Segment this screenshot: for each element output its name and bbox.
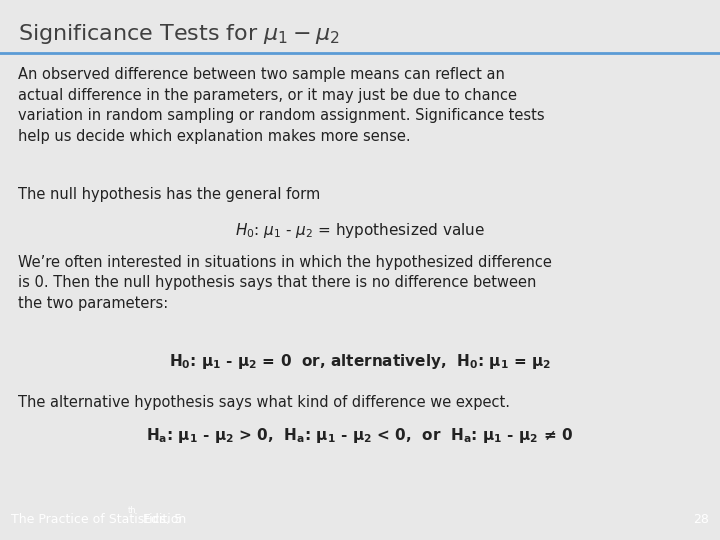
Text: $\mathbf{H_0}$: $\mathbf{\mu_1}$ - $\mathbf{\mu_2}$ = 0  or, alternatively,  $\m: $\mathbf{H_0}$: $\mathbf{\mu_1}$ - $\mat… xyxy=(168,352,552,371)
Text: th: th xyxy=(128,507,137,515)
Text: The null hypothesis has the general form: The null hypothesis has the general form xyxy=(18,187,320,202)
Text: $H_0$: $\mu_1$ - $\mu_2$ = hypothesized value: $H_0$: $\mu_1$ - $\mu_2$ = hypothesized … xyxy=(235,221,485,240)
Text: The alternative hypothesis says what kind of difference we expect.: The alternative hypothesis says what kin… xyxy=(18,395,510,410)
Text: An observed difference between two sample means can reflect an
actual difference: An observed difference between two sampl… xyxy=(18,68,544,144)
Text: 28: 28 xyxy=(693,513,709,526)
Text: The Practice of Statistics, 5: The Practice of Statistics, 5 xyxy=(11,513,182,526)
Text: $\mathbf{H_a}$: $\mathbf{\mu_1}$ - $\mathbf{\mu_2}$ > 0,  $\mathbf{H_a}$: $\math: $\mathbf{H_a}$: $\mathbf{\mu_1}$ - $\mat… xyxy=(146,426,574,444)
Text: Significance Tests for $\mu_1 - \mu_2$: Significance Tests for $\mu_1 - \mu_2$ xyxy=(18,23,340,46)
Text: Edition: Edition xyxy=(139,513,186,526)
Text: We’re often interested in situations in which the hypothesized difference
is 0. : We’re often interested in situations in … xyxy=(18,255,552,310)
